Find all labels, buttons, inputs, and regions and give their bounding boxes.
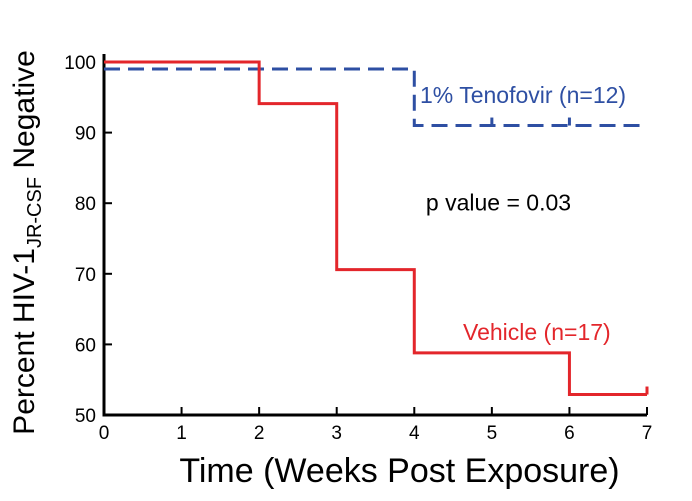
x-axis-title: Time (Weeks Post Exposure) bbox=[179, 452, 619, 490]
series-layer bbox=[104, 60, 649, 397]
p-value-annotation: p value = 0.03 bbox=[426, 189, 571, 215]
x-axis: 0 1 2 3 4 5 6 7 bbox=[99, 407, 653, 444]
y-axis-title-subscript: JR-CSF bbox=[24, 177, 46, 248]
y-axis-title-suffix: Negative bbox=[8, 50, 41, 177]
x-tick-label: 6 bbox=[564, 423, 575, 444]
x-tick-label: 7 bbox=[642, 423, 653, 444]
y-axis-title: Percent HIV-1JR-CSF Negative bbox=[8, 50, 46, 435]
x-tick-label: 1 bbox=[176, 423, 187, 444]
y-tick-label: 90 bbox=[75, 124, 96, 145]
x-tick-label: 3 bbox=[331, 423, 342, 444]
x-tick-label: 2 bbox=[254, 423, 265, 444]
y-axis-title-main: Percent HIV-1 bbox=[8, 248, 41, 435]
series-label-vehicle: Vehicle (n=17) bbox=[463, 319, 611, 345]
series-label-tenofovir: 1% Tenofovir (n=12) bbox=[420, 82, 626, 108]
y-tick-label: 50 bbox=[75, 406, 96, 427]
y-tick-label: 60 bbox=[75, 335, 96, 356]
labels-layer: Time (Weeks Post Exposure) Percent HIV-1J… bbox=[8, 50, 626, 490]
y-tick-label: 100 bbox=[64, 53, 96, 74]
x-tick-label: 4 bbox=[409, 423, 420, 444]
x-tick-label: 5 bbox=[487, 423, 498, 444]
y-tick-label: 70 bbox=[75, 265, 96, 286]
y-axis: 50 60 70 80 90 100 bbox=[64, 53, 112, 427]
y-tick-label: 80 bbox=[75, 194, 96, 215]
series-line-1 bbox=[104, 60, 647, 397]
x-tick-label: 0 bbox=[99, 423, 110, 444]
